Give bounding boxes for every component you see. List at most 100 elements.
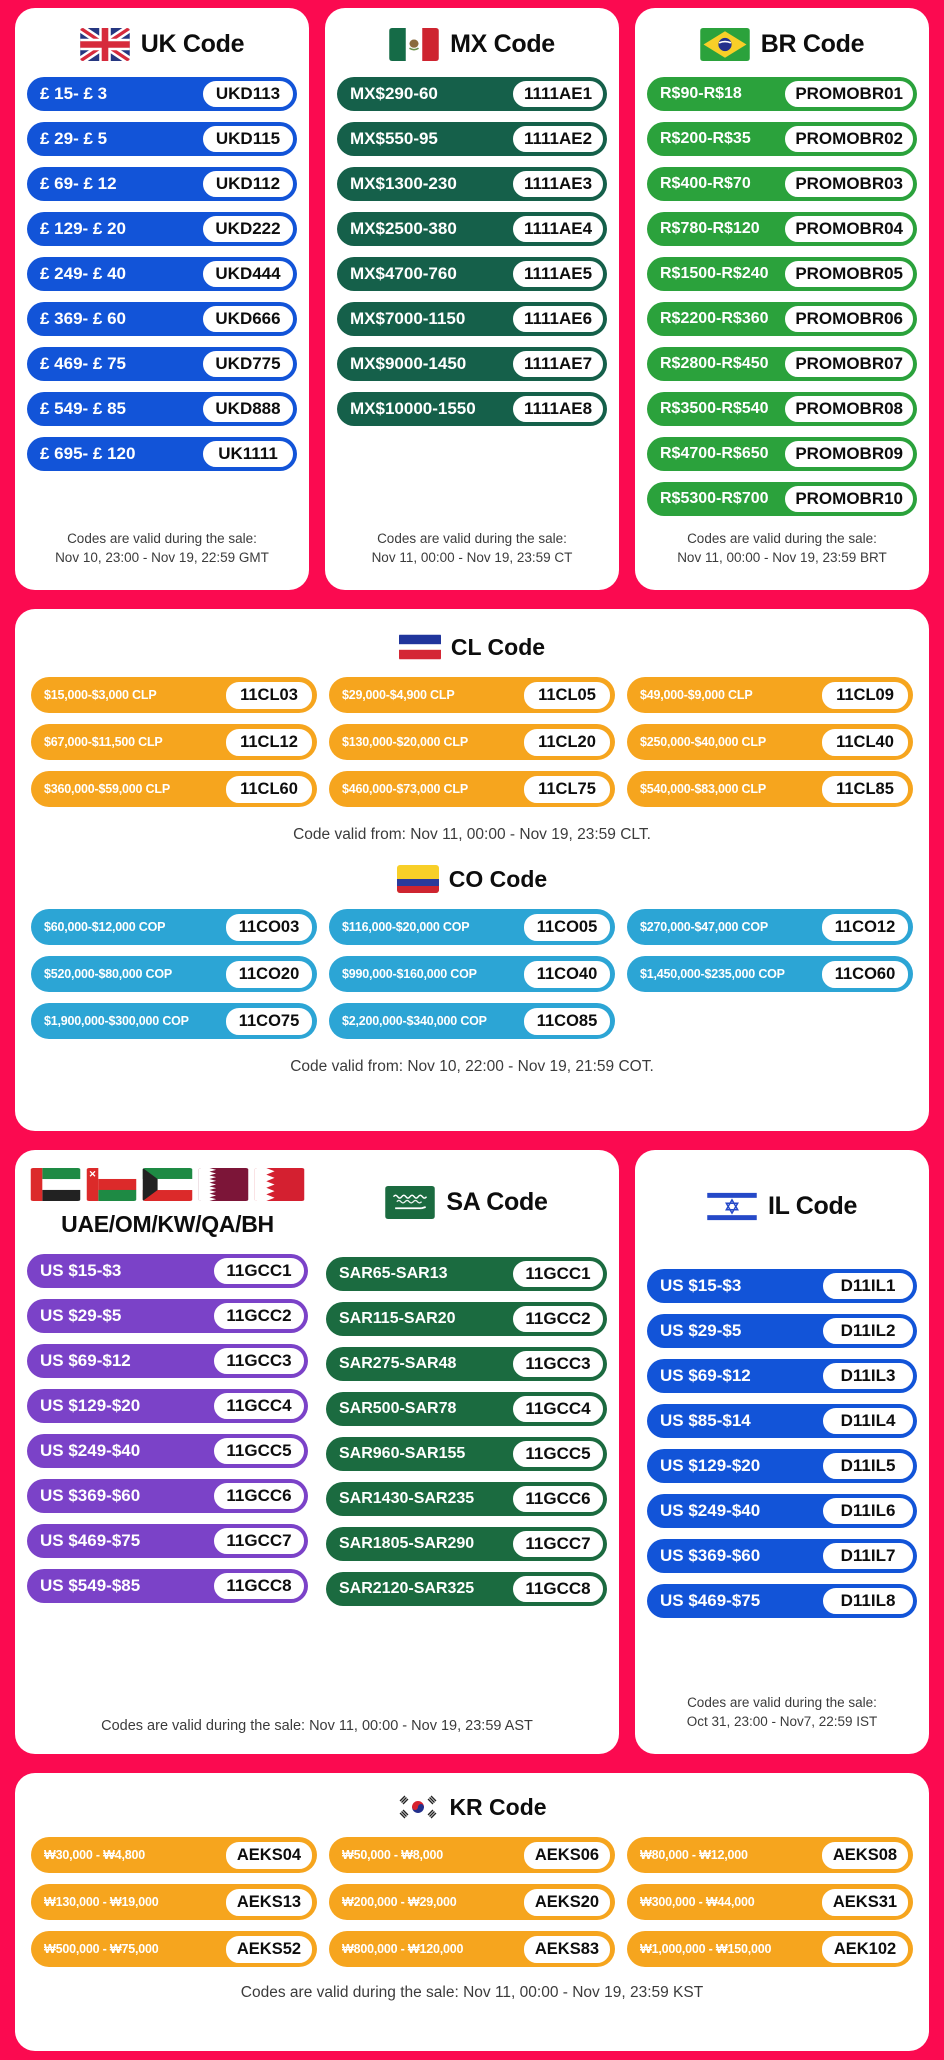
promo-pill[interactable]: ₩300,000 - ₩44,000 AEKS31	[627, 1884, 913, 1920]
promo-pill[interactable]: MX$4700-760 1111AE5	[337, 257, 607, 291]
promo-code: D11IL6	[821, 1496, 915, 1526]
promo-pill[interactable]: US $549-$85 11GCC8	[27, 1569, 308, 1603]
promo-pill[interactable]: $130,000-$20,000 CLP 11CL20	[329, 724, 615, 760]
promo-pill[interactable]: ₩80,000 - ₩12,000 AEKS08	[627, 1837, 913, 1873]
promo-code: 11GCC7	[212, 1526, 306, 1556]
promo-pill[interactable]: £ 549- £ 85 UKD888	[27, 392, 297, 426]
promo-amount: MX$550-95	[350, 129, 438, 148]
promo-pill[interactable]: SAR1805-SAR290 11GCC7	[326, 1527, 607, 1561]
promo-code: D11IL7	[821, 1541, 915, 1571]
cl-pill-grid: $15,000-$3,000 CLP 11CL03 $29,000-$4,900 …	[31, 677, 913, 807]
promo-pill[interactable]: $15,000-$3,000 CLP 11CL03	[31, 677, 317, 713]
promo-amount: R$4700-R$650	[660, 445, 769, 462]
promo-pill[interactable]: US $69-$12 D11IL3	[647, 1359, 917, 1393]
promo-pill[interactable]: US $29-$5 D11IL2	[647, 1314, 917, 1348]
promo-pill[interactable]: US $369-$60 D11IL7	[647, 1539, 917, 1573]
promo-pill[interactable]: $250,000-$40,000 CLP 11CL40	[627, 724, 913, 760]
validity-line-2: Nov 10, 23:00 - Nov 19, 22:59 GMT	[55, 550, 269, 566]
promo-pill[interactable]: US $15-$3 D11IL1	[647, 1269, 917, 1303]
promo-pill[interactable]: US $129-$20 11GCC4	[27, 1389, 308, 1423]
mx-card: MX Code MX$290-60 1111AE1 MX$550-95 1111AE…	[325, 8, 619, 590]
promo-pill[interactable]: $60,000-$12,000 COP 11CO03	[31, 909, 317, 945]
promo-code: 11GCC6	[212, 1481, 306, 1511]
promo-pill[interactable]: US $249-$40 D11IL6	[647, 1494, 917, 1528]
promo-pill[interactable]: $67,000-$11,500 CLP 11CL12	[31, 724, 317, 760]
promo-pill[interactable]: $540,000-$83,000 CLP 11CL85	[627, 771, 913, 807]
promo-pill[interactable]: US $15-$3 11GCC1	[27, 1254, 308, 1288]
promo-pill[interactable]: MX$9000-1450 1111AE7	[337, 347, 607, 381]
promo-pill[interactable]: US $129-$20 D11IL5	[647, 1449, 917, 1483]
sa-column: SA Code SAR65-SAR13 11GCC1 SAR115-SAR20 11…	[326, 1164, 607, 1617]
promo-pill[interactable]: $520,000-$80,000 COP 11CO20	[31, 956, 317, 992]
promo-pill[interactable]: SAR960-SAR155 11GCC5	[326, 1437, 607, 1471]
promo-code: D11IL8	[821, 1586, 915, 1616]
promo-pill[interactable]: ₩30,000 - ₩4,800 AEKS04	[31, 1837, 317, 1873]
promo-pill[interactable]: R$5300-R$700 PROMOBR10	[647, 482, 917, 516]
promo-pill[interactable]: £ 469- £ 75 UKD775	[27, 347, 297, 381]
promo-pill[interactable]: ₩500,000 - ₩75,000 AEKS52	[31, 1931, 317, 1967]
promo-amount: US $85-$14	[660, 1411, 751, 1430]
promo-pill[interactable]: £ 69- £ 12 UKD112	[27, 167, 297, 201]
promo-pill[interactable]: MX$7000-1150 1111AE6	[337, 302, 607, 336]
promo-pill[interactable]: ₩200,000 - ₩29,000 AEKS20	[329, 1884, 615, 1920]
promo-pill[interactable]: R$2800-R$450 PROMOBR07	[647, 347, 917, 381]
promo-pill[interactable]: £ 129- £ 20 UKD222	[27, 212, 297, 246]
promo-code: PROMOBR07	[783, 349, 915, 379]
promo-pill[interactable]: SAR500-SAR78 11GCC4	[326, 1392, 607, 1426]
promo-pill[interactable]: £ 15- £ 3 UKD113	[27, 77, 297, 111]
promo-pill[interactable]: £ 29- £ 5 UKD115	[27, 122, 297, 156]
promo-pill[interactable]: MX$290-60 1111AE1	[337, 77, 607, 111]
promo-pill[interactable]: $29,000-$4,900 CLP 11CL05	[329, 677, 615, 713]
promo-amount: US $15-$3	[40, 1261, 122, 1280]
gcc-sa-columns: UAE/OM/KW/QA/BH US $15-$3 11GCC1 US $29-$…	[27, 1164, 607, 1617]
promo-pill[interactable]: MX$1300-230 1111AE3	[337, 167, 607, 201]
promo-pill[interactable]: $116,000-$20,000 COP 11CO05	[329, 909, 615, 945]
promo-pill[interactable]: MX$2500-380 1111AE4	[337, 212, 607, 246]
promo-pill[interactable]: SAR275-SAR48 11GCC3	[326, 1347, 607, 1381]
promo-pill[interactable]: ₩800,000 - ₩120,000 AEKS83	[329, 1931, 615, 1967]
promo-pill[interactable]: US $69-$12 11GCC3	[27, 1344, 308, 1378]
uk-card-title: UK Code	[140, 30, 245, 58]
promo-pill[interactable]: R$1500-R$240 PROMOBR05	[647, 257, 917, 291]
kr-card-title: KR Code	[449, 1793, 547, 1820]
promo-pill[interactable]: US $469-$75 11GCC7	[27, 1524, 308, 1558]
promo-pill[interactable]: ₩50,000 - ₩8,000 AEKS06	[329, 1837, 615, 1873]
promo-pill[interactable]: US $469-$75 D11IL8	[647, 1584, 917, 1618]
promo-pill[interactable]: SAR115-SAR20 11GCC2	[326, 1302, 607, 1336]
promo-pill[interactable]: $460,000-$73,000 CLP 11CL75	[329, 771, 615, 807]
promo-amount: R$400-R$70	[660, 175, 751, 192]
promo-pill[interactable]: SAR65-SAR13 11GCC1	[326, 1257, 607, 1291]
promo-pill[interactable]: £ 369- £ 60 UKD666	[27, 302, 297, 336]
promo-pill[interactable]: R$400-R$70 PROMOBR03	[647, 167, 917, 201]
promo-pill[interactable]: $990,000-$160,000 COP 11CO40	[329, 956, 615, 992]
promo-pill[interactable]: R$780-R$120 PROMOBR04	[647, 212, 917, 246]
promo-pill[interactable]: US $249-$40 11GCC5	[27, 1434, 308, 1468]
promo-pill[interactable]: $1,450,000-$235,000 COP 11CO60	[627, 956, 913, 992]
promo-pill[interactable]: SAR2120-SAR325 11GCC8	[326, 1572, 607, 1606]
promo-pill[interactable]: $49,000-$9,000 CLP 11CL09	[627, 677, 913, 713]
promo-pill[interactable]: ₩130,000 - ₩19,000 AEKS13	[31, 1884, 317, 1920]
promo-pill[interactable]: $2,200,000-$340,000 COP 11CO85	[329, 1003, 615, 1039]
promo-pill[interactable]: R$200-R$35 PROMOBR02	[647, 122, 917, 156]
promo-pill[interactable]: US $29-$5 11GCC2	[27, 1299, 308, 1333]
promo-pill[interactable]: R$4700-R$650 PROMOBR09	[647, 437, 917, 471]
promo-pill[interactable]: £ 249- £ 40 UKD444	[27, 257, 297, 291]
promo-pill[interactable]: $360,000-$59,000 CLP 11CL60	[31, 771, 317, 807]
promo-pill[interactable]: $270,000-$47,000 COP 11CO12	[627, 909, 913, 945]
promo-pill[interactable]: MX$10000-1550 1111AE8	[337, 392, 607, 426]
promo-amount: US $69-$12	[660, 1366, 751, 1385]
promo-amount: MX$7000-1150	[350, 309, 466, 328]
promo-amount: US $369-$60	[660, 1546, 761, 1565]
promo-pill[interactable]: R$3500-R$540 PROMOBR08	[647, 392, 917, 426]
promo-pill[interactable]: SAR1430-SAR235 11GCC6	[326, 1482, 607, 1516]
promo-pill[interactable]: R$2200-R$360 PROMOBR06	[647, 302, 917, 336]
promo-code: UKD888	[201, 394, 295, 424]
promo-pill[interactable]: MX$550-95 1111AE2	[337, 122, 607, 156]
promo-pill[interactable]: US $369-$60 11GCC6	[27, 1479, 308, 1513]
promo-pill[interactable]: £ 695- £ 120 UK1111	[27, 437, 297, 471]
promo-pill[interactable]: R$90-R$18 PROMOBR01	[647, 77, 917, 111]
promo-pill[interactable]: ₩1,000,000 - ₩150,000 AEK102	[627, 1931, 913, 1967]
promo-pill[interactable]: US $85-$14 D11IL4	[647, 1404, 917, 1438]
promo-pill[interactable]: $1,900,000-$300,000 COP 11CO75	[31, 1003, 317, 1039]
promo-code: AEKS20	[522, 1886, 612, 1918]
